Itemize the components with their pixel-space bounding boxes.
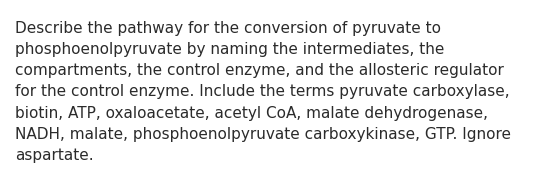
- Text: Describe the pathway for the conversion of pyruvate to
phosphoenolpyruvate by na: Describe the pathway for the conversion …: [15, 21, 511, 163]
